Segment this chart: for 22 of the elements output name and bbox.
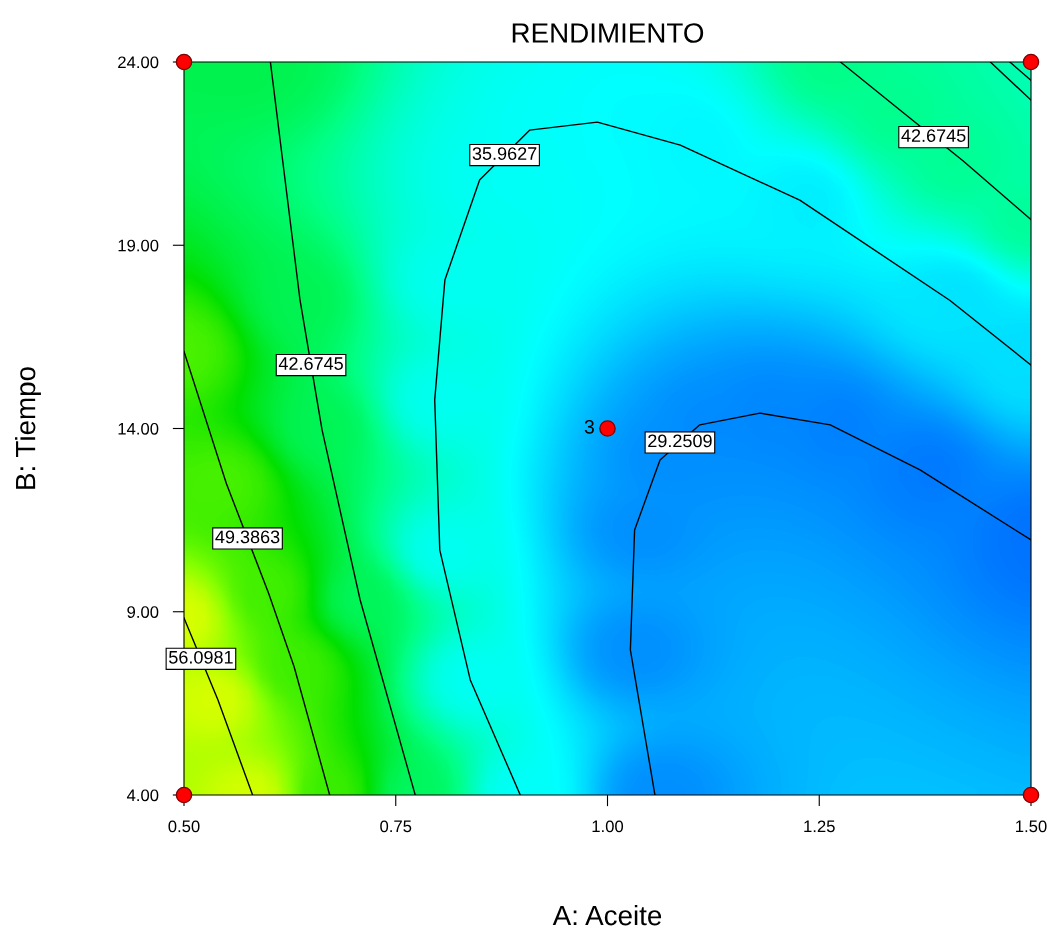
x-axis-title: A: Aceite	[552, 904, 662, 926]
annotation: 3	[584, 419, 594, 434]
x-tick-label: 1.00	[592, 820, 624, 833]
y-tick-label: 19.00	[118, 239, 159, 252]
x-tick-label: 0.75	[380, 820, 412, 833]
series-label: 49.3863	[215, 530, 280, 544]
series-label: 42.6745	[901, 129, 966, 142]
chart-title: RENDIMIENTO	[512, 23, 704, 43]
y-tick-label: 14.00	[118, 422, 159, 435]
series-label: 56.0981	[169, 650, 233, 664]
y-tick-label: 4.00	[126, 789, 159, 802]
series-label: 35.9627	[472, 147, 537, 160]
series-label: 29.2509	[648, 434, 712, 448]
series-label: 42.6745	[278, 357, 343, 370]
x-tick-label: 1.25	[804, 820, 835, 833]
y-axis-title: B: Tiempo	[15, 367, 41, 489]
point	[1022, 53, 1040, 71]
y-tick-label: 24.00	[118, 56, 159, 69]
y-tick-label: 9.00	[127, 606, 159, 618]
point	[599, 420, 616, 437]
x-tick-label: 1.50	[1016, 820, 1047, 833]
x-tick-label: 0.50	[168, 820, 200, 833]
